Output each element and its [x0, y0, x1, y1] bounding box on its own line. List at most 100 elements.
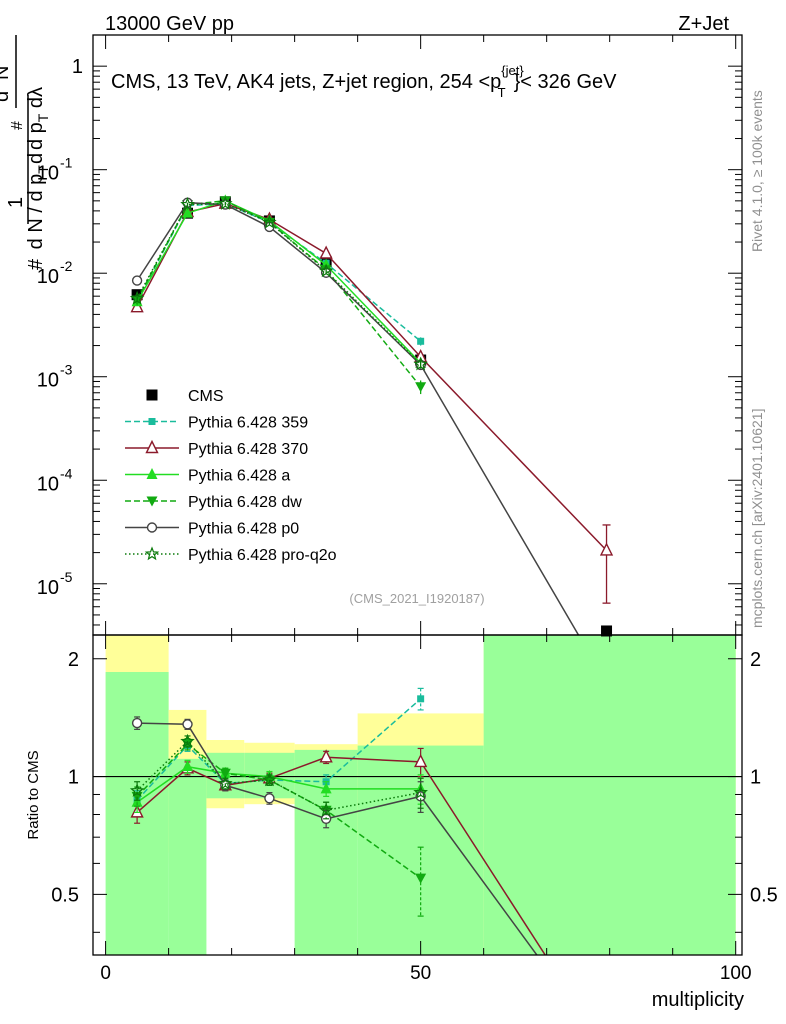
y-axis-label-main: # d N / d pT 1 # d d pT dλ d 2 N [0, 35, 51, 270]
legend-marker-pythia-6-428-370 [145, 439, 159, 454]
ratio-point-pythia-6-428-pro-q2o-2 [218, 775, 233, 790]
y-axis-label-ratio: Ratio to CMS [25, 750, 42, 839]
band-green-6 [483, 635, 736, 955]
point-pythia-6-428-dw-5 [415, 382, 427, 393]
ytick-label-ratio-l-1: 1 [68, 767, 79, 789]
point-pythia-6-428-p0-0 [131, 275, 143, 286]
legend-entry-pythia-6-428-370: Pythia 6.428 370 [125, 439, 308, 458]
ratio-frame [92, 634, 743, 956]
ytick-label-exp-3: -2 [60, 258, 73, 274]
svg-text:#: # [9, 121, 26, 130]
ratio-point-pythia-6-428-pro-q2o-0 [129, 783, 145, 797]
legend-marker-pythia-6-428-pro-q2o [144, 546, 160, 561]
ratio-point-pythia-6-428-359-5 [417, 695, 425, 703]
legend-label-pythia-6-428-p0: Pythia 6.428 p0 [188, 521, 299, 538]
legend-entry-pythia-6-428-a: Pythia 6.428 a [125, 468, 290, 485]
xtick-label-1: 50 [410, 963, 431, 984]
point-pythia-6-428-pro-q2o-1 [180, 196, 195, 211]
legend: CMS Pythia 6.428 359 Pythia 6.428 370 Pythi… [125, 388, 337, 564]
ytick-label-exp-0: -5 [60, 569, 73, 585]
ytick-label-main-4: 10 [37, 163, 59, 185]
header-right: Z+Jet [678, 13, 729, 35]
svg-text:# d N / d pT: # d N / d pT [25, 165, 51, 270]
point-pythia-6-428-a-1 [182, 206, 194, 218]
point-pythia-6-428-359-5 [417, 337, 425, 345]
legend-label-pythia-6-428-370: Pythia 6.428 370 [188, 441, 308, 458]
ratio-point-pythia-6-428-p0-0 [131, 717, 143, 729]
ytick-label-main-2: 10 [37, 370, 59, 392]
legend-label-pythia-6-428-359: Pythia 6.428 359 [188, 415, 308, 432]
point-pythia-6-428-pro-q2o-4 [318, 263, 334, 278]
legend-label-pythia-6-428-a: Pythia 6.428 a [188, 468, 290, 485]
ratio-line-pythia-6-428-dw [136, 743, 422, 879]
legend-marker-pythia-6-428-dw [146, 496, 158, 507]
ytick-label-exp-2: -3 [60, 362, 73, 378]
series-pythia-6-428-359 [133, 200, 425, 346]
ratio-point-pythia-6-428-pro-q2o-5 [413, 784, 428, 799]
band-green-1 [168, 758, 207, 955]
ratio-point-pythia-6-428-pro-q2o-3 [262, 772, 277, 787]
ratio-point-pythia-6-428-pro-q2o-4 [318, 802, 334, 817]
point-cms-6 [601, 625, 613, 637]
side-text-mcplots: mcplots.cern.ch [arXiv:2401.10621] [749, 409, 765, 628]
ratio-line-pythia-6-428-pro-q2o [136, 740, 421, 812]
ratio-point-pythia-6-428-370-4 [319, 749, 333, 763]
svg-text:d: d [0, 91, 13, 102]
ratio-point-pythia-6-428-pro-q2o-1 [180, 733, 195, 748]
legend-marker-pythia-6-428-359 [148, 418, 156, 425]
ratio-point-pythia-6-428-370-5 [414, 753, 428, 768]
line-pythia-6-428-pro-q2o [136, 202, 422, 365]
point-pythia-6-428-370-6 [599, 542, 614, 556]
legend-marker-pythia-6-428-a [146, 468, 158, 479]
ratio-series-pythia-6-428-pro-q2o [129, 733, 428, 820]
legend-entry-pythia-6-428-dw: Pythia 6.428 dw [125, 494, 302, 511]
ratio-series-layer [93, 687, 742, 955]
series-pythia-6-428-pro-q2o [129, 195, 428, 371]
ratio-series-pythia-6-428-p0 [131, 716, 538, 955]
chart-title: CMS, 13 TeV, AK4 jets, Z+jet region, 254… [111, 63, 617, 100]
legend-label-pythia-6-428-dw: Pythia 6.428 dw [188, 494, 302, 511]
point-pythia-6-428-pro-q2o-3 [262, 214, 277, 229]
ytick-label-main-3: 10 [37, 266, 59, 288]
ratio-point-pythia-6-428-dw-2 [219, 768, 231, 779]
svg-text:2: 2 [0, 81, 1, 88]
ytick-label-exp-1: -4 [60, 465, 73, 481]
ytick-label-ratio-l-0: 0.5 [51, 884, 79, 906]
ratio-uncertainty-bands [105, 635, 736, 955]
ratio-point-pythia-6-428-p0-1 [182, 719, 193, 730]
svg-text:d pT dλ: d pT dλ [25, 87, 51, 150]
ytick-label-ratio-l-2: 2 [68, 649, 79, 671]
line-pythia-6-428-359 [136, 202, 422, 342]
legend-entry-pythia-6-428-pro-q2o: Pythia 6.428 pro-q2o [125, 546, 337, 564]
main-series-layer [129, 194, 614, 637]
ytick-label-exp-4: -1 [60, 155, 73, 171]
ratio-line-pythia-6-428-a [136, 765, 421, 803]
ytick-label-ratio-r-2: 2 [750, 649, 761, 671]
analysis-watermark: (CMS_2021_I1920187) [349, 591, 484, 606]
legend-marker-cms [146, 389, 158, 401]
legend-entry-cms: CMS [146, 388, 224, 405]
ytick-label-main-0: 10 [37, 577, 59, 599]
header-left: 13000 GeV pp [105, 13, 234, 35]
ytick-label-main-5: 1 [72, 56, 83, 78]
main-frame [92, 34, 743, 636]
point-pythia-6-428-370-4 [319, 245, 333, 259]
ytick-label-ratio-r-1: 1 [750, 767, 761, 789]
legend-marker-pythia-6-428-p0 [146, 522, 158, 533]
xtick-label-2: 100 [720, 963, 752, 984]
legend-entry-pythia-6-428-p0: Pythia 6.428 p0 [125, 521, 299, 538]
ratio-point-pythia-6-428-a-4 [320, 782, 332, 794]
legend-entry-pythia-6-428-359: Pythia 6.428 359 [125, 415, 308, 432]
line-pythia-6-428-a [136, 199, 422, 364]
side-text-rivet: Rivet 4.1.0, ≥ 100k events [749, 90, 765, 252]
ratio-point-pythia-6-428-p0-3 [264, 793, 275, 804]
ytick-label-ratio-r-0: 0.5 [750, 884, 778, 906]
x-axis-label: multiplicity [652, 989, 744, 1011]
svg-text:N: N [0, 66, 13, 80]
ytick-label-main-1: 10 [37, 473, 59, 495]
ratio-point-pythia-6-428-dw-5 [415, 873, 427, 884]
point-cms-0 [131, 289, 143, 301]
point-pythia-6-428-pro-q2o-2 [218, 195, 233, 210]
